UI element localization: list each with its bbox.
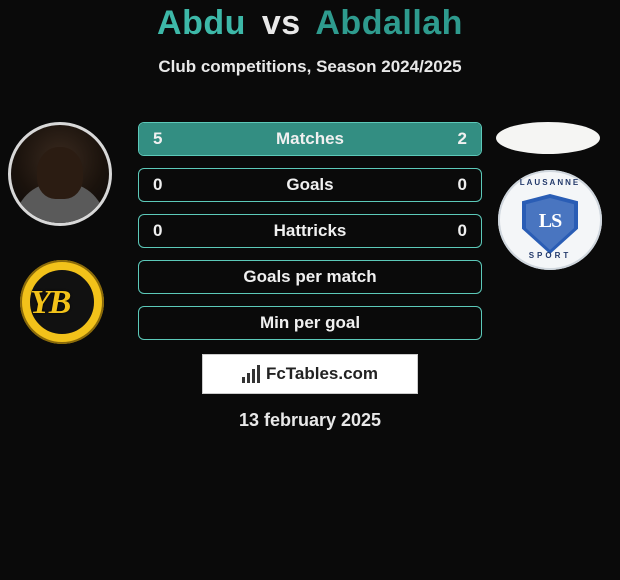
player1-name: Abdu	[157, 4, 246, 42]
stats-panel: 5 Matches 2 0 Goals 0 0 Hattricks 0 Goal…	[138, 122, 482, 352]
yb-crest: YB	[20, 260, 120, 344]
crest-bottom-text: SPORT	[498, 251, 602, 260]
stat-label: Hattricks	[139, 221, 481, 241]
crest-letters: LS	[498, 210, 602, 233]
crest-letters: YB	[30, 284, 69, 322]
player2-name: Abdallah	[315, 4, 463, 42]
avatar-circle	[8, 122, 112, 226]
stat-row-goals-per-match: Goals per match	[138, 260, 482, 294]
comparison-title: Abdu vs Abdallah	[0, 4, 620, 43]
crest-top-text: LAUSANNE	[498, 178, 602, 187]
player2-club-crest: LAUSANNE LS SPORT	[498, 170, 602, 270]
branding-text: FcTables.com	[266, 364, 378, 384]
ls-crest: LAUSANNE LS SPORT	[498, 170, 602, 270]
avatar-head	[37, 147, 83, 199]
placeholder-oval	[496, 122, 600, 154]
player2-avatar-placeholder	[496, 122, 600, 154]
stat-row-matches: 5 Matches 2	[138, 122, 482, 156]
player1-club-crest: YB	[20, 260, 120, 344]
subtitle: Club competitions, Season 2024/2025	[0, 57, 620, 77]
stat-row-hattricks: 0 Hattricks 0	[138, 214, 482, 248]
stat-label: Min per goal	[139, 313, 481, 333]
branding-bars-icon	[242, 365, 260, 383]
stat-label: Matches	[139, 129, 481, 149]
stat-label: Goals	[139, 175, 481, 195]
stat-row-min-per-goal: Min per goal	[138, 306, 482, 340]
date-label: 13 february 2025	[0, 410, 620, 431]
branding-box[interactable]: FcTables.com	[202, 354, 418, 394]
vs-separator: vs	[262, 4, 301, 42]
player1-avatar	[8, 122, 112, 226]
stat-label: Goals per match	[139, 267, 481, 287]
stat-row-goals: 0 Goals 0	[138, 168, 482, 202]
